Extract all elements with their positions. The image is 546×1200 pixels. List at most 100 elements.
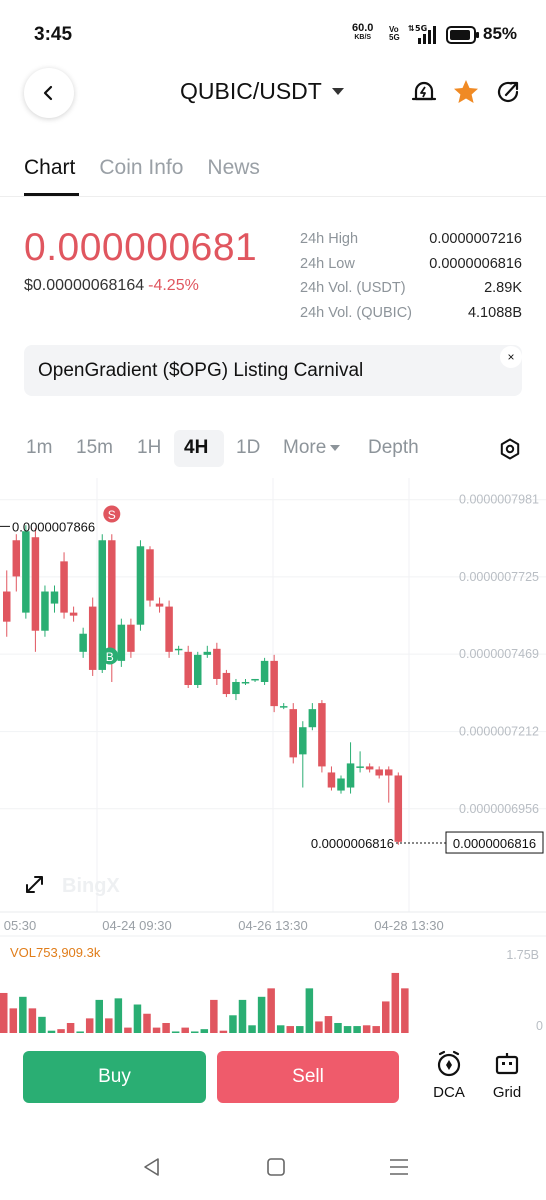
candle-body bbox=[184, 651, 192, 685]
volume-bar bbox=[28, 1008, 37, 1033]
alarm-icon[interactable] bbox=[410, 78, 438, 106]
candle-body bbox=[22, 531, 30, 613]
tab-coin-info[interactable]: Coin Info bbox=[99, 156, 184, 179]
chart-watermark: BingX bbox=[62, 875, 120, 897]
volume-bar bbox=[229, 1015, 237, 1033]
y-axis-labels: 0.0000007981 0.0000007725 0.0000007469 0.00… bbox=[459, 493, 539, 816]
stats-panel: 24h High 0.0000007216 24h Low 0.0000006816… bbox=[300, 231, 522, 329]
candle-body bbox=[3, 591, 11, 622]
chart-settings-icon[interactable] bbox=[499, 438, 521, 460]
x-tick-label: 04-28 13:30 bbox=[374, 918, 443, 933]
candle-body bbox=[31, 537, 40, 631]
close-icon[interactable]: × bbox=[500, 346, 522, 368]
candle-body bbox=[385, 769, 393, 776]
candle-body bbox=[60, 561, 68, 613]
price-usd-line: $0.00000068164 -4.25% bbox=[24, 277, 199, 295]
volume-bar bbox=[210, 999, 218, 1033]
chevron-down-icon bbox=[331, 88, 344, 95]
expand-icon[interactable] bbox=[26, 876, 43, 893]
candle-body bbox=[155, 603, 164, 607]
volume-bar bbox=[238, 999, 247, 1033]
svg-text:5G: 5G bbox=[415, 24, 427, 33]
back-icon bbox=[43, 85, 53, 101]
tab-chart[interactable]: Chart bbox=[24, 156, 76, 179]
volume-bar bbox=[334, 1022, 342, 1033]
candle-body bbox=[12, 540, 21, 577]
candle-body bbox=[136, 546, 145, 625]
sell-marker bbox=[103, 505, 121, 523]
candle-body bbox=[203, 651, 212, 655]
volume-bar bbox=[315, 1021, 323, 1033]
candle-body bbox=[289, 709, 297, 758]
network-speed: 60.0 KB/S bbox=[352, 22, 374, 42]
volume-bar bbox=[95, 999, 103, 1033]
x-tick-label: 05:30 bbox=[4, 918, 37, 933]
y-tick-label: 0.0000007981 bbox=[459, 493, 539, 507]
y-tick-label: 0.0000007212 bbox=[459, 725, 539, 739]
y-tick-label: 0.0000007725 bbox=[459, 570, 539, 584]
chevron-down-icon bbox=[330, 444, 341, 451]
pair-selector[interactable]: QUBIC/USDT bbox=[180, 78, 344, 105]
candle-body bbox=[213, 648, 221, 679]
candle-body bbox=[117, 624, 126, 661]
timeframe-more[interactable]: More bbox=[283, 437, 341, 459]
candle-body bbox=[241, 681, 250, 684]
volume-bar bbox=[47, 1030, 56, 1033]
candle-body bbox=[98, 540, 106, 670]
chart-markers: 0.0000007866 0.0000006816 0.0000006816 S B bbox=[0, 505, 544, 854]
price-chart[interactable]: BingX 0.0000007981 0.0000007725 0.00000074… bbox=[0, 478, 546, 1038]
volume-bar bbox=[114, 998, 123, 1033]
share-icon[interactable] bbox=[494, 78, 522, 106]
star-icon[interactable] bbox=[452, 78, 480, 106]
status-bar: 3:45 60.0 KB/S Vo 5G ⇅ 5G 85% bbox=[0, 0, 546, 66]
promo-banner[interactable]: OpenGradient ($OPG) Listing Carnival bbox=[24, 345, 522, 396]
stat-row: 24h High 0.0000007216 bbox=[300, 231, 522, 247]
home-square-icon[interactable] bbox=[264, 1155, 288, 1179]
volume-tick-label: 0 bbox=[536, 1019, 543, 1033]
candle-body bbox=[146, 549, 154, 601]
y-tick-label: 0.0000007469 bbox=[459, 647, 539, 661]
dca-button[interactable]: DCA bbox=[424, 1050, 474, 1101]
candle-body bbox=[260, 660, 269, 682]
buy-button[interactable]: Buy bbox=[23, 1051, 206, 1103]
volume-bar bbox=[19, 996, 27, 1033]
candle-body bbox=[194, 654, 202, 685]
last-price: 0.000000681 bbox=[24, 226, 258, 269]
volume-bar bbox=[267, 988, 275, 1033]
price-usd: $0.00000068164 bbox=[24, 277, 145, 294]
volte-icon: Vo 5G bbox=[389, 25, 400, 42]
sell-marker-label: S bbox=[108, 508, 116, 522]
volume-bar bbox=[296, 1026, 304, 1033]
candle-body bbox=[356, 766, 364, 768]
timeframe-depth[interactable]: Depth bbox=[368, 437, 419, 458]
svg-text:⇅: ⇅ bbox=[408, 24, 415, 33]
candle-body bbox=[365, 766, 374, 770]
candle-body bbox=[279, 706, 288, 708]
timeframe-4h[interactable]: 4H bbox=[184, 437, 209, 458]
candle-body bbox=[41, 591, 49, 631]
menu-lines-icon[interactable] bbox=[387, 1155, 411, 1179]
volume-bar bbox=[162, 1022, 170, 1033]
volume-bar bbox=[276, 1025, 285, 1033]
grid-bot-button[interactable]: Grid bbox=[482, 1050, 532, 1101]
volume-bar bbox=[382, 1001, 390, 1033]
candle-body bbox=[79, 633, 87, 652]
timeframe-1d[interactable]: 1D bbox=[236, 437, 261, 458]
candle-body bbox=[222, 672, 231, 695]
timeframe-15m[interactable]: 15m bbox=[76, 437, 113, 458]
candle-body bbox=[127, 624, 135, 652]
candle-body bbox=[327, 772, 336, 788]
timeframe-1m[interactable]: 1m bbox=[26, 437, 53, 458]
stat-row: 24h Low 0.0000006816 bbox=[300, 255, 522, 272]
timeframe-1h[interactable]: 1H bbox=[137, 437, 162, 458]
y-tick-label: 0.0000006956 bbox=[459, 802, 539, 816]
volume-bar bbox=[66, 1022, 75, 1033]
promo-banner-text: OpenGradient ($OPG) Listing Carnival bbox=[38, 359, 364, 381]
candle-body bbox=[270, 660, 278, 707]
x-axis-labels: 05:30 04-24 09:30 04-26 13:30 04-28 13:30 bbox=[4, 918, 444, 933]
tab-news[interactable]: News bbox=[207, 156, 260, 179]
back-button[interactable] bbox=[24, 68, 74, 118]
volume-bars: VOL753,909.3k 1.75B 0 bbox=[0, 945, 543, 1033]
sell-button[interactable]: Sell bbox=[217, 1051, 399, 1103]
back-triangle-icon[interactable] bbox=[140, 1155, 164, 1179]
